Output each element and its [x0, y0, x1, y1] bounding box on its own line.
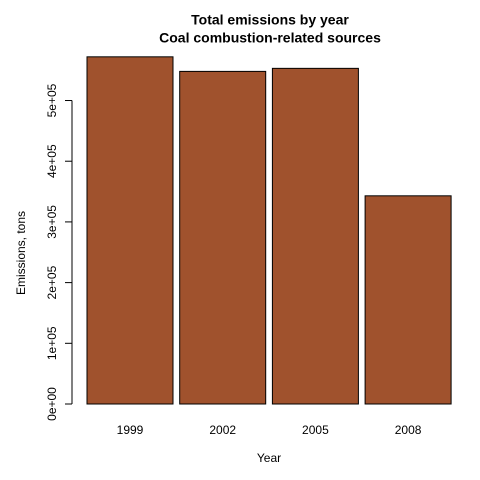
y-tick-label: 2e+05 — [45, 265, 59, 299]
x-tick-label: 2005 — [302, 423, 329, 437]
x-tick-label: 2008 — [395, 423, 422, 437]
chart-subtitle: Coal combustion-related sources — [159, 30, 381, 46]
x-tick-label: 1999 — [117, 423, 144, 437]
y-tick-label: 3e+05 — [45, 205, 59, 239]
bar — [364, 195, 452, 405]
y-tick-label: 5e+05 — [45, 83, 59, 117]
x-axis-label: Year — [257, 451, 281, 465]
bar — [271, 67, 359, 405]
y-tick-label: 1e+05 — [45, 326, 59, 360]
y-axis-label: Emissions, tons — [14, 211, 28, 295]
x-tick-label: 2002 — [209, 423, 236, 437]
y-tick-label: 4e+05 — [45, 144, 59, 178]
chart-title: Total emissions by year — [191, 12, 349, 28]
y-tick-label: 0e+00 — [45, 387, 59, 421]
bar — [86, 56, 174, 405]
bar — [179, 70, 267, 405]
